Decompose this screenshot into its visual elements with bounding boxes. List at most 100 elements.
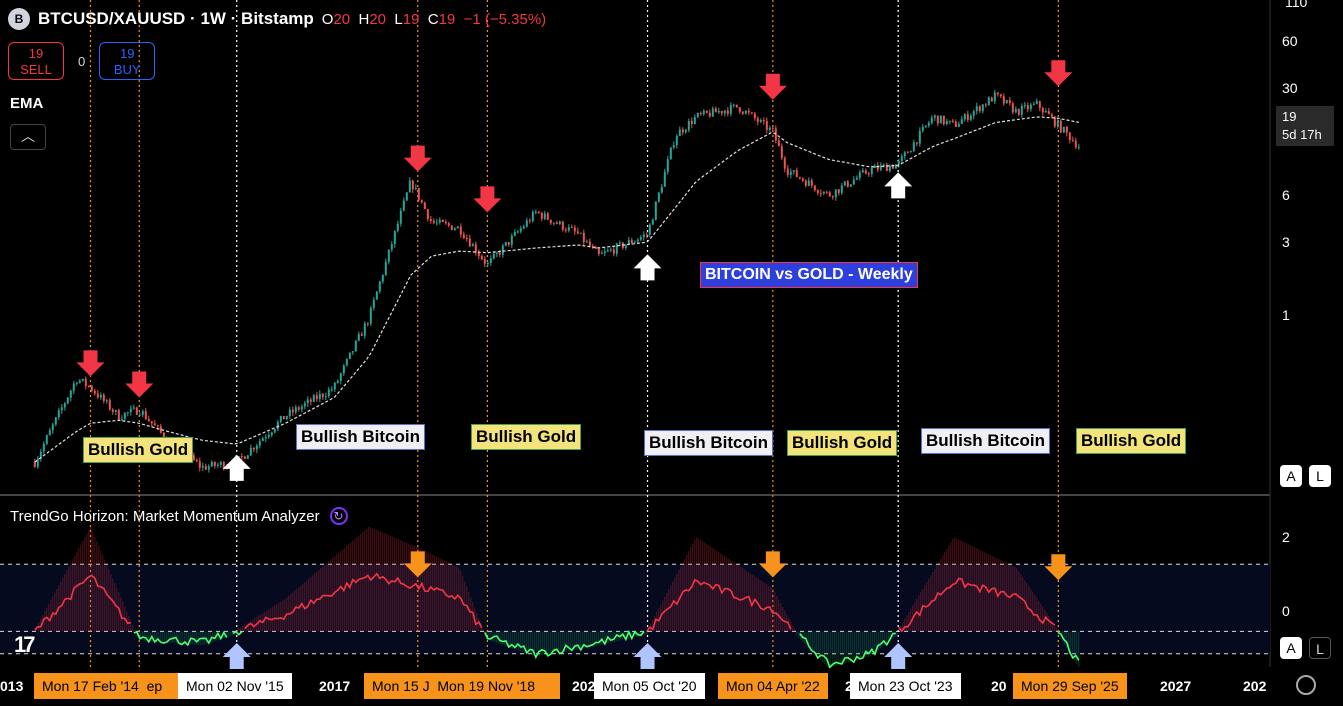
price-candle xyxy=(492,253,495,259)
osc-log-scale-button[interactable]: L xyxy=(1309,637,1331,659)
price-candle xyxy=(798,177,801,179)
osc-buy-arrow-icon xyxy=(222,643,251,669)
buy-button[interactable]: 19 BUY xyxy=(99,42,156,80)
regime-label: Bullish Gold xyxy=(83,437,194,463)
price-candle xyxy=(129,408,132,413)
price-candle xyxy=(726,110,729,114)
price-candle xyxy=(762,119,765,122)
price-candle xyxy=(732,104,735,106)
price-candle xyxy=(204,466,207,470)
price-candle xyxy=(771,127,774,129)
time-axis-label: 2 xyxy=(845,678,853,694)
price-candle xyxy=(921,126,924,131)
price-candle xyxy=(942,115,945,124)
spread-value: 0 xyxy=(78,53,86,69)
price-candle xyxy=(309,399,312,402)
price-candle xyxy=(318,393,321,400)
osc-axis-label: 2 xyxy=(1282,529,1290,545)
price-candle xyxy=(807,180,810,186)
price-candle xyxy=(927,122,930,126)
price-candle xyxy=(633,241,636,243)
symbol-title[interactable]: BTCUSD/XAUUSD · 1W · Bitstamp xyxy=(38,9,314,28)
regime-label: Bullish Bitcoin xyxy=(644,430,773,456)
osc-buy-arrow-icon xyxy=(884,643,913,669)
price-candle xyxy=(777,140,780,147)
price-axis-label: 1 xyxy=(1282,307,1290,323)
price-candle xyxy=(312,395,315,402)
price-candle xyxy=(825,191,828,193)
price-candle xyxy=(606,250,609,252)
price-candle xyxy=(918,130,921,144)
price-candle xyxy=(885,164,888,172)
price-candle xyxy=(84,378,87,386)
price-candle xyxy=(642,234,645,238)
ema-indicator-label[interactable]: EMA xyxy=(10,95,44,112)
settings-gear-icon[interactable] xyxy=(1296,675,1316,695)
auto-scale-button[interactable]: A xyxy=(1280,465,1302,487)
log-scale-button[interactable]: L xyxy=(1309,465,1331,487)
price-candle xyxy=(141,411,144,415)
price-candle xyxy=(573,227,576,232)
price-candle xyxy=(990,97,993,102)
ohlc-values: O20 H20 L19 C19 −1 (−5.35%) xyxy=(321,10,547,28)
price-candle xyxy=(915,142,918,144)
price-candle xyxy=(360,334,363,336)
price-candle xyxy=(78,380,81,383)
price-candle xyxy=(690,120,693,124)
price-candle xyxy=(666,159,669,172)
price-candle xyxy=(135,407,138,415)
price-candle xyxy=(756,118,759,122)
price-candle xyxy=(336,380,339,383)
price-candle xyxy=(210,461,213,467)
price-candle xyxy=(378,281,381,292)
price-candle xyxy=(891,165,894,169)
price-candle xyxy=(66,397,69,404)
trade-panel: 19 SELL 0 19 BUY xyxy=(8,42,156,80)
price-candle xyxy=(597,248,600,254)
price-candle xyxy=(342,365,345,374)
price-candle xyxy=(222,462,225,469)
regime-label: Bullish Bitcoin xyxy=(296,424,425,450)
price-candle xyxy=(303,403,306,407)
sell-button[interactable]: 19 SELL xyxy=(8,42,64,80)
price-candle xyxy=(837,189,840,193)
price-candle xyxy=(936,115,939,124)
refresh-icon[interactable]: ↻ xyxy=(329,507,348,525)
price-candle xyxy=(888,165,891,172)
oscillator-line xyxy=(34,574,131,631)
chevron-up-icon[interactable]: ︿ xyxy=(10,124,46,150)
price-candle xyxy=(285,416,288,420)
price-candle xyxy=(1029,104,1032,110)
symbol-logo-icon: B xyxy=(8,8,30,30)
price-candle xyxy=(528,220,531,222)
price-candle xyxy=(984,104,987,106)
price-candle xyxy=(258,440,261,446)
price-candle xyxy=(495,252,498,254)
price-candle xyxy=(852,179,855,185)
price-candle xyxy=(1065,126,1068,133)
price-candle xyxy=(99,394,102,398)
price-candle xyxy=(909,151,912,153)
price-candle xyxy=(906,152,909,154)
price-candle xyxy=(162,432,165,440)
price-candle xyxy=(864,170,867,174)
price-candle xyxy=(246,455,249,459)
price-candle xyxy=(144,411,147,420)
price-candle xyxy=(861,170,864,173)
price-candle xyxy=(531,211,534,222)
price-candle xyxy=(51,424,54,431)
price-candle xyxy=(867,173,870,175)
price-candle xyxy=(1038,101,1041,108)
price-axis-label: 3 xyxy=(1282,234,1290,250)
price-candle xyxy=(156,425,159,427)
price-candle xyxy=(252,447,255,450)
time-axis-label: Mon 29 Sep '25 xyxy=(1013,673,1127,699)
regime-label: Bullish Gold xyxy=(1076,428,1187,454)
osc-sell-arrow-icon xyxy=(1044,554,1073,581)
price-candle xyxy=(486,262,489,264)
price-candle xyxy=(366,323,369,325)
price-candle xyxy=(87,385,90,387)
osc-auto-scale-button[interactable]: A xyxy=(1280,637,1302,659)
price-candle xyxy=(831,196,834,198)
sell-arrow-icon xyxy=(76,350,105,377)
